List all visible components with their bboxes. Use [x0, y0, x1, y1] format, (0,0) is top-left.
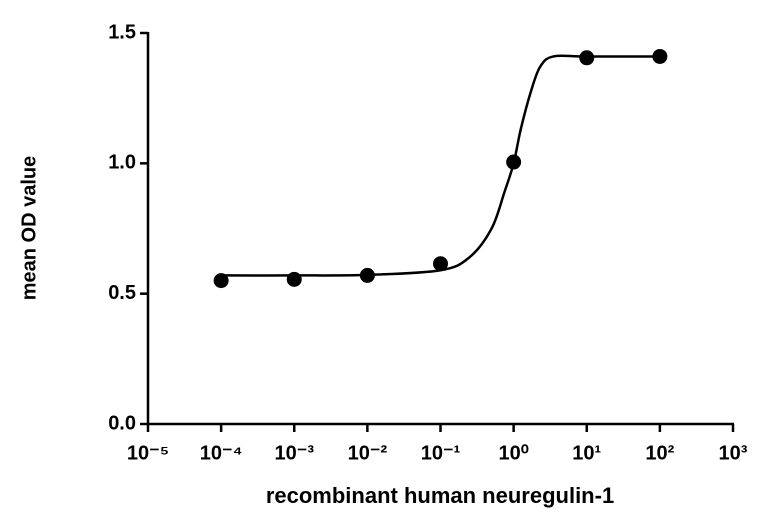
data-point — [652, 48, 668, 64]
data-point — [213, 273, 229, 289]
data-point — [433, 256, 448, 272]
x-axis-label: recombinant human neuregulin-1 — [266, 483, 614, 508]
x-tick-label: 10⁻² — [348, 442, 388, 464]
x-tick-label: 10⁰ — [498, 442, 528, 464]
y-tick-label: 0.5 — [108, 282, 136, 304]
data-point — [506, 154, 522, 170]
x-tick-label: 10⁻³ — [275, 442, 315, 464]
x-tick-label: 10² — [645, 442, 674, 464]
y-tick-label: 1.5 — [108, 21, 136, 43]
y-tick-label: 1.0 — [108, 152, 136, 174]
x-tick-label: 10¹ — [572, 442, 601, 464]
x-tick-label: 10⁻¹ — [421, 442, 461, 464]
y-axis-label: mean OD value — [18, 156, 40, 301]
x-tick-label: 10⁻⁵ — [127, 442, 169, 464]
data-point — [359, 267, 375, 283]
data-point — [579, 50, 595, 66]
y-tick-label: 0.0 — [108, 412, 136, 434]
x-tick-label: 10³ — [719, 442, 748, 464]
fit-curve — [221, 54, 660, 277]
x-tick-label: 10⁻⁴ — [200, 442, 243, 464]
data-point — [286, 271, 302, 287]
